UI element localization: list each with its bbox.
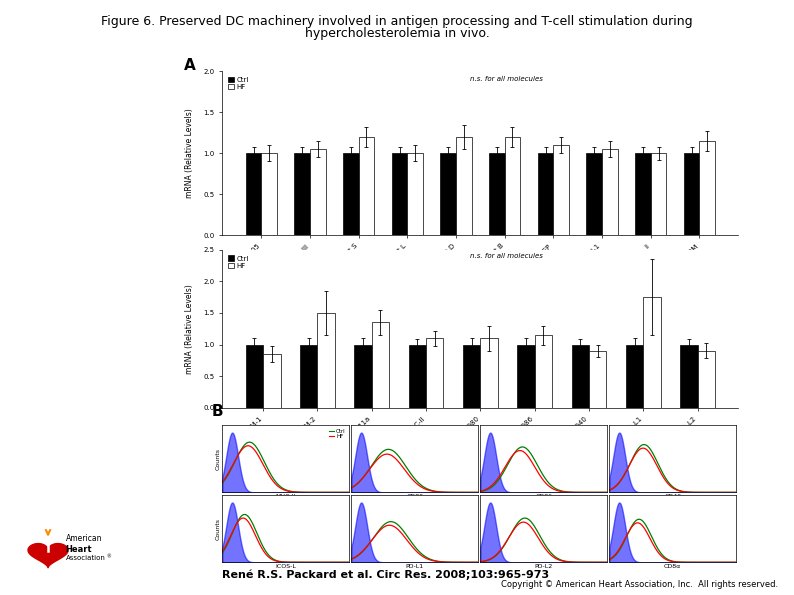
Text: n.s. for all molecules: n.s. for all molecules: [470, 253, 543, 259]
Y-axis label: Counts: Counts: [216, 518, 221, 540]
Bar: [698, 351, 715, 408]
Bar: [505, 137, 520, 235]
Text: n.s. for all molecules: n.s. for all molecules: [470, 76, 543, 82]
Bar: [343, 153, 359, 235]
Bar: [538, 153, 553, 235]
X-axis label: CD80: CD80: [407, 494, 423, 499]
Text: Association: Association: [66, 555, 106, 561]
Text: hypercholesterolemia in vivo.: hypercholesterolemia in vivo.: [305, 27, 489, 40]
X-axis label: PD-L1: PD-L1: [406, 563, 424, 569]
Bar: [391, 153, 407, 235]
Bar: [700, 141, 715, 235]
Bar: [643, 297, 661, 408]
Bar: [587, 153, 602, 235]
Legend: Ctrl, HF: Ctrl, HF: [225, 253, 251, 271]
X-axis label: ICOS-L: ICOS-L: [276, 563, 296, 569]
Bar: [359, 137, 374, 235]
X-axis label: PD-L2: PD-L2: [534, 563, 553, 569]
Bar: [300, 345, 318, 408]
Bar: [684, 153, 700, 235]
X-axis label: CD40: CD40: [664, 494, 681, 499]
Bar: [602, 149, 618, 235]
Bar: [534, 335, 552, 408]
Bar: [463, 345, 480, 408]
Bar: [310, 149, 326, 235]
Bar: [318, 313, 335, 408]
Text: Copyright © American Heart Association, Inc.  All rights reserved.: Copyright © American Heart Association, …: [501, 580, 778, 589]
Bar: [518, 345, 534, 408]
Bar: [572, 345, 589, 408]
Bar: [489, 153, 505, 235]
Bar: [626, 345, 643, 408]
Bar: [635, 153, 651, 235]
Y-axis label: Counts: Counts: [216, 448, 221, 470]
Bar: [589, 351, 607, 408]
X-axis label: CD86: CD86: [535, 494, 552, 499]
Bar: [263, 354, 280, 408]
Bar: [246, 153, 261, 235]
Text: American: American: [66, 534, 102, 543]
Bar: [295, 153, 310, 235]
Bar: [456, 137, 472, 235]
Bar: [426, 338, 443, 408]
Bar: [553, 145, 569, 235]
Bar: [246, 345, 263, 408]
X-axis label: MHC-II: MHC-II: [276, 494, 296, 499]
Bar: [651, 153, 666, 235]
Text: A: A: [183, 58, 195, 73]
Legend: Ctrl, HF: Ctrl, HF: [225, 75, 251, 92]
Bar: [407, 153, 423, 235]
X-axis label: CD8α: CD8α: [664, 563, 681, 569]
Text: Heart: Heart: [66, 544, 92, 553]
Text: René R.S. Packard et al. Circ Res. 2008;103:965-973: René R.S. Packard et al. Circ Res. 2008;…: [222, 569, 549, 580]
Y-axis label: mRNA (Relative Levels): mRNA (Relative Levels): [185, 284, 194, 374]
Bar: [372, 322, 389, 408]
Text: ®: ®: [107, 555, 112, 560]
Y-axis label: mRNA (Relative Levels): mRNA (Relative Levels): [185, 108, 194, 198]
Text: B: B: [212, 405, 224, 419]
Bar: [261, 153, 277, 235]
Bar: [441, 153, 456, 235]
Legend: Ctrl, HF: Ctrl, HF: [328, 428, 346, 440]
Polygon shape: [28, 544, 68, 568]
Bar: [354, 345, 372, 408]
Text: Figure 6. Preserved DC machinery involved in antigen processing and T-cell stimu: Figure 6. Preserved DC machinery involve…: [101, 15, 693, 28]
Bar: [480, 338, 498, 408]
Bar: [409, 345, 426, 408]
Bar: [680, 345, 698, 408]
